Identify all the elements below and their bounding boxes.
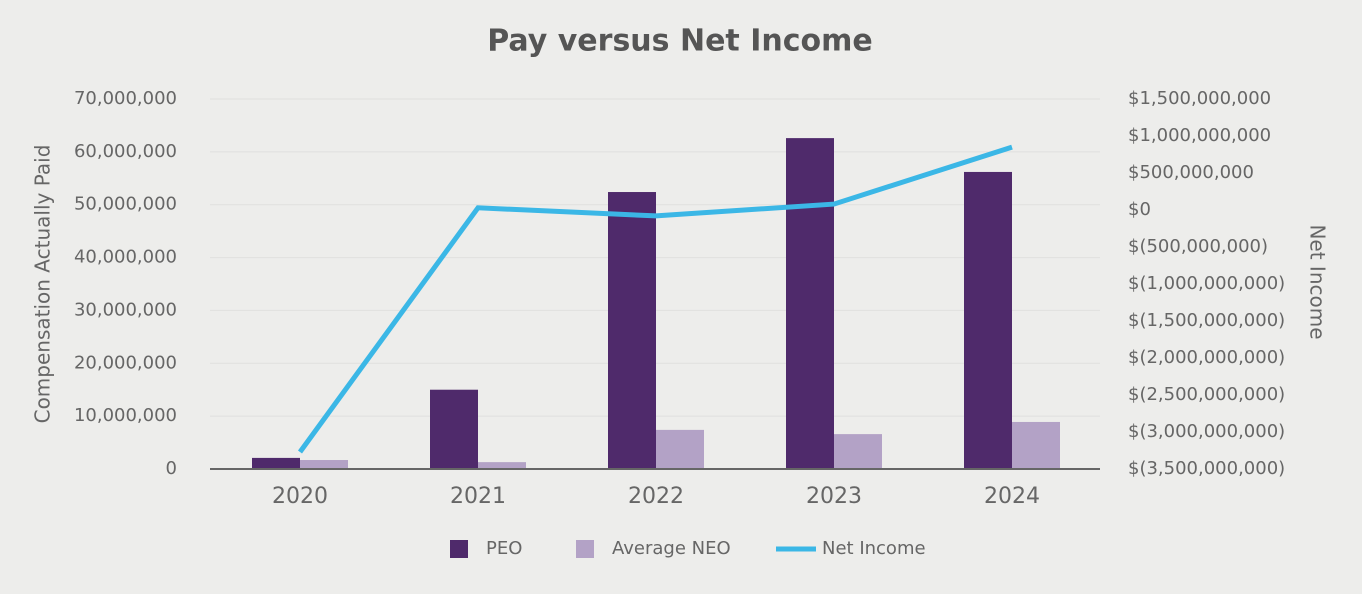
line (297, 144, 1013, 454)
bar (656, 429, 704, 469)
x-tick-label: 2020 (272, 484, 328, 509)
y2-tick-label: $(1,000,000,000) (1128, 273, 1285, 294)
legend-label: PEO (486, 538, 522, 559)
bar (252, 457, 300, 469)
y2-tick-label: $(1,500,000,000) (1128, 310, 1285, 331)
y2-tick-label: $500,000,000 (1128, 162, 1254, 183)
y-tick-label: 60,000,000 (74, 141, 177, 162)
x-tick-label: 2024 (984, 484, 1040, 509)
bar (608, 192, 656, 469)
y2-tick-label: $1,500,000,000 (1128, 88, 1271, 109)
bar (478, 462, 526, 469)
y2-tick-label: $(3,000,000,000) (1128, 421, 1285, 442)
y2-tick-label: $0 (1128, 199, 1151, 220)
bar (786, 138, 834, 469)
y-tick-label: 70,000,000 (74, 88, 177, 109)
bar (1012, 421, 1060, 469)
y-tick-label: 20,000,000 (74, 352, 177, 373)
y2-tick-label: $(3,500,000,000) (1128, 458, 1285, 479)
bar (964, 171, 1012, 469)
y2-tick-label: $(2,000,000,000) (1128, 347, 1285, 368)
y-tick-label: 10,000,000 (74, 405, 177, 426)
bar (300, 460, 348, 469)
chart-title: Pay versus Net Income (487, 24, 872, 59)
y2-tick-label: $(2,500,000,000) (1128, 384, 1285, 405)
y-tick-label: 50,000,000 (74, 194, 177, 215)
legend-swatch (576, 540, 594, 558)
y-tick-label: 40,000,000 (74, 247, 177, 268)
y2-tick-label: $(500,000,000) (1128, 236, 1268, 257)
legend-swatch (450, 540, 468, 558)
bar (430, 389, 478, 469)
y2-tick-label: $1,000,000,000 (1128, 125, 1271, 146)
legend-label: Net Income (822, 538, 926, 559)
y-axis-title: Compensation Actually Paid (31, 145, 55, 424)
y2-axis-title: Net Income (1306, 224, 1330, 339)
legend-label: Average NEO (612, 538, 731, 559)
bar (834, 434, 882, 469)
x-tick-label: 2021 (450, 484, 506, 509)
y-tick-label: 0 (166, 458, 177, 479)
x-tick-label: 2022 (628, 484, 684, 509)
y-tick-label: 30,000,000 (74, 299, 177, 320)
x-tick-label: 2023 (806, 484, 862, 509)
